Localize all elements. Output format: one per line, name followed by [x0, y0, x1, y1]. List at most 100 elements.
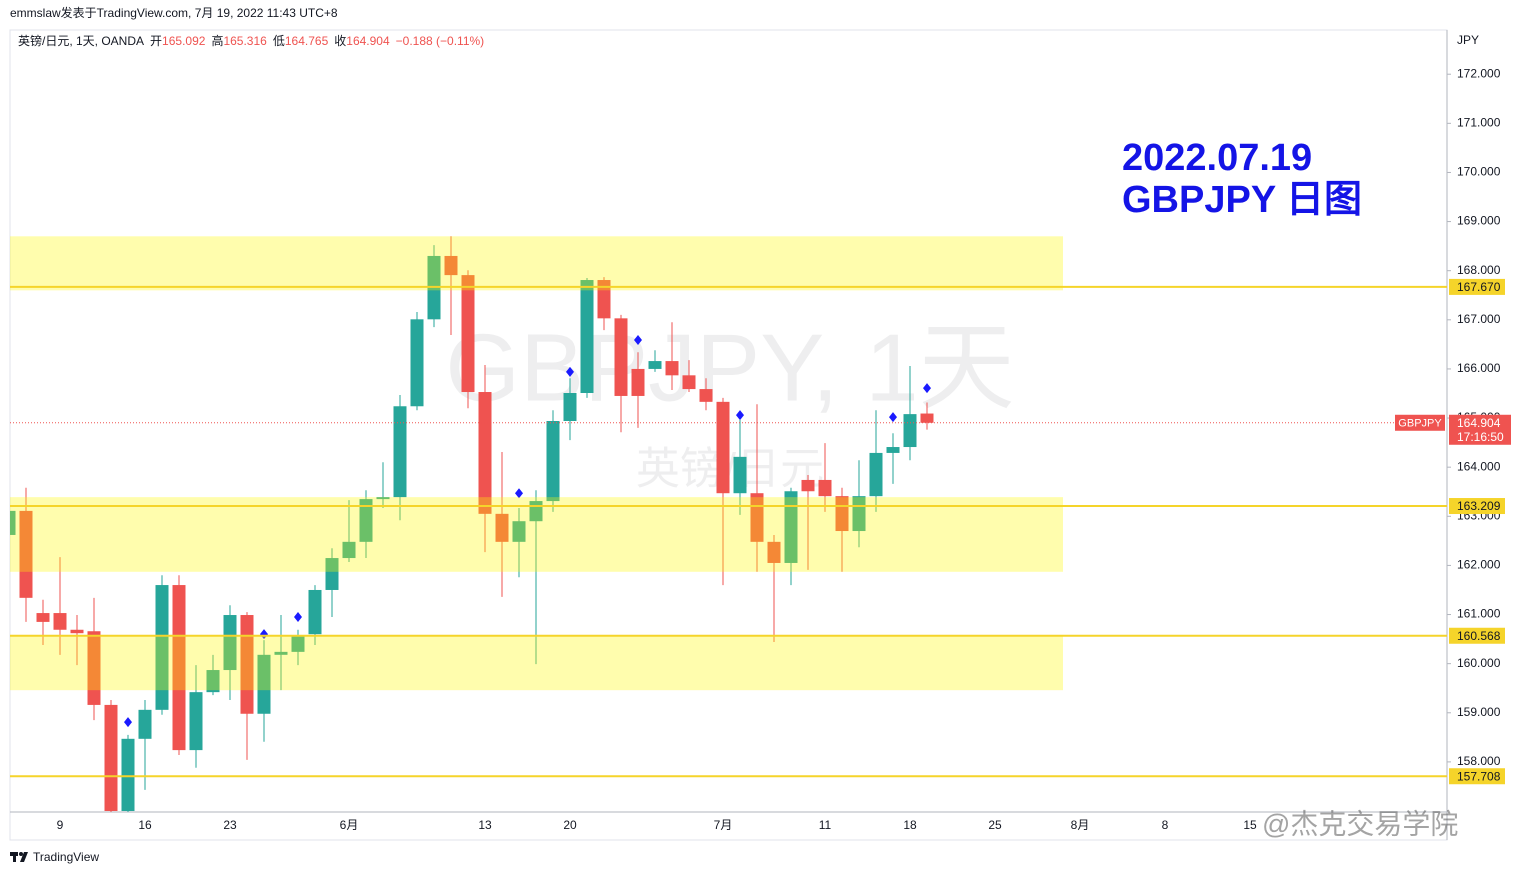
candle-body	[70, 629, 84, 634]
legend-change: −0.188 (−0.11%)	[396, 34, 485, 48]
candle-body	[461, 275, 475, 393]
legend-open-label: 开	[150, 34, 162, 48]
x-tick-label: 6月	[340, 818, 359, 832]
signal-marker	[515, 488, 523, 499]
candle-body	[699, 389, 713, 402]
level-label-box	[1449, 627, 1505, 644]
candle-body	[240, 615, 254, 714]
candle-body	[410, 319, 424, 407]
candle-body	[733, 456, 747, 494]
candle-body	[121, 738, 135, 812]
x-tick-label: 11	[819, 818, 832, 832]
candle-body	[478, 392, 492, 514]
level-label: 160.568	[1457, 629, 1501, 643]
legend-low-label: 低	[273, 34, 285, 48]
candle-body	[444, 255, 458, 276]
candle-body	[716, 401, 730, 494]
legend-symbol: 英镑/日元, 1天, OANDA	[18, 33, 144, 48]
last-price-symbol: GBPJPY	[1398, 418, 1442, 430]
candle-body	[784, 491, 798, 563]
zone	[10, 236, 1063, 291]
candle-body	[10, 510, 16, 535]
legend-close: 164.904	[346, 34, 390, 48]
candle-body	[818, 479, 832, 497]
legend-close-label: 收	[334, 34, 346, 48]
x-tick-label: 7月	[714, 818, 733, 832]
zone	[10, 636, 1063, 691]
candle-body	[631, 368, 645, 396]
y-tick-label: 160.000	[1457, 656, 1501, 670]
signal-marker	[566, 366, 574, 377]
candle-body	[274, 651, 288, 655]
last-price-box	[1449, 414, 1511, 445]
legend-high-label: 高	[211, 33, 223, 48]
level-label-box	[1449, 278, 1505, 295]
last-price-value: 164.904	[1457, 416, 1501, 430]
y-tick-label: 158.000	[1457, 754, 1501, 768]
candle-body	[648, 361, 662, 369]
watermark: GBPJPY, 1天	[445, 314, 1014, 421]
y-tick-label: 167.000	[1457, 312, 1501, 326]
x-tick-label: 18	[903, 818, 917, 832]
candle-body	[597, 280, 611, 319]
candle-body	[495, 513, 509, 542]
candle-body	[189, 692, 203, 751]
x-tick-label: 9	[57, 818, 64, 832]
level-label: 157.708	[1457, 769, 1501, 783]
candle-body	[563, 393, 577, 421]
candle-body	[206, 670, 220, 693]
candle-body	[767, 541, 781, 563]
x-tick-label: 8月	[1071, 818, 1090, 832]
y-tick-label: 166.000	[1457, 361, 1501, 375]
candle-body	[376, 497, 390, 500]
y-tick-label: 171.000	[1457, 116, 1501, 130]
y-tick-label: 161.000	[1457, 607, 1501, 621]
candle-body	[308, 589, 322, 635]
candle-body	[36, 613, 50, 622]
x-tick-label: 16	[138, 818, 152, 832]
candle-body	[852, 496, 866, 532]
credit-watermark: @杰克交易学院	[1262, 808, 1458, 839]
header: emmslaw发表于TradingView.com, 7月 19, 2022 1…	[10, 5, 338, 20]
level-label-box	[1449, 768, 1505, 785]
legend-open: 165.092	[162, 34, 206, 48]
tv-logo	[10, 852, 28, 862]
x-tick-label: 8	[1162, 818, 1169, 832]
candle-body	[546, 421, 560, 502]
candle-body	[512, 521, 526, 542]
candle-body	[665, 361, 679, 376]
candle-body	[155, 585, 169, 710]
candle-body	[614, 318, 628, 396]
annotation: 2022.07.19	[1122, 137, 1312, 179]
candle-body	[342, 541, 356, 559]
candle-body	[104, 704, 118, 812]
signal-marker	[736, 410, 744, 421]
candle-body	[580, 280, 594, 394]
last-price-countdown: 17:16:50	[1457, 430, 1504, 444]
candle-body	[19, 510, 33, 598]
candle-body	[291, 636, 305, 652]
legend: 英镑/日元, 1天, OANDA 开165.092 高165.316 低164.765…	[18, 33, 484, 48]
candle-body	[903, 414, 917, 448]
level-label: 163.209	[1457, 499, 1501, 513]
y-tick-label: 170.000	[1457, 165, 1501, 179]
last-price-symbol-box	[1395, 414, 1445, 431]
x-tick-label: 25	[988, 818, 1002, 832]
candle-body	[223, 615, 237, 671]
zone	[10, 497, 1063, 572]
y-tick-label: 164.000	[1457, 459, 1501, 473]
y-tick-label: 162.000	[1457, 558, 1501, 572]
signal-marker	[889, 412, 897, 423]
candle-body	[801, 479, 815, 492]
candle-body	[325, 558, 339, 590]
candle-body	[257, 654, 271, 714]
legend-high: 165.316	[223, 34, 267, 48]
x-tick-label: 20	[563, 818, 577, 832]
level-label-box	[1449, 498, 1505, 515]
candle-body	[835, 496, 849, 532]
x-tick-label: 23	[223, 818, 237, 832]
footer: TradingView	[33, 850, 99, 864]
legend-low: 164.765	[285, 34, 329, 48]
